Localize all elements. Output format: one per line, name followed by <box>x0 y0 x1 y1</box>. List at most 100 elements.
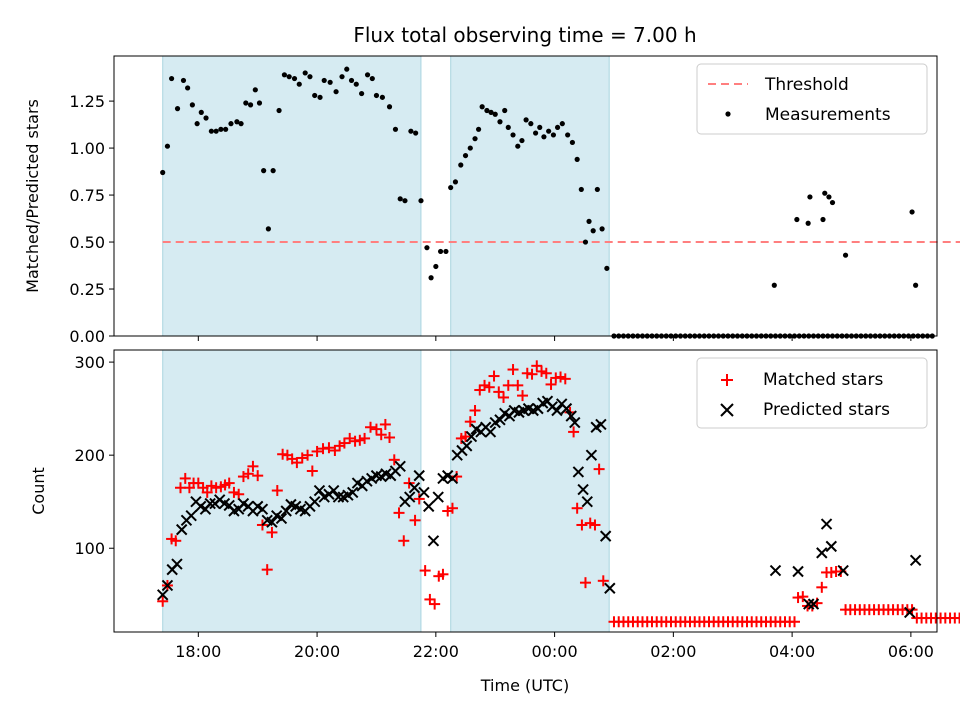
measurement-point <box>467 145 473 151</box>
predicted-star-point <box>769 564 782 577</box>
matched-star-point <box>205 480 217 492</box>
measurement-point <box>909 209 915 215</box>
predicted-star-point <box>903 606 916 619</box>
top-y-axis-label: Matched/Predicted stars <box>23 99 42 293</box>
bottom-shaded-bands <box>162 349 610 633</box>
matched-star-point <box>536 365 548 377</box>
matched-star-point <box>170 535 182 547</box>
matched-star-point <box>493 386 505 398</box>
matched-star-point <box>464 416 476 428</box>
measurement-point <box>180 77 187 84</box>
matched-star-point <box>446 502 458 514</box>
predicted-star-point <box>413 469 425 482</box>
measurement-point <box>546 128 552 134</box>
predicted-star-point <box>820 518 833 530</box>
predicted-star-point <box>175 523 188 536</box>
measurement-point <box>218 126 224 132</box>
matched-star-point <box>488 370 500 382</box>
matched-star-point <box>512 379 524 391</box>
x-tick-label: 20:00 <box>294 642 340 661</box>
measurement-point <box>174 106 181 112</box>
measurement-point <box>492 111 498 117</box>
matched-star-point <box>409 514 421 526</box>
predicted-star-point <box>595 418 607 431</box>
matched-star-point <box>816 581 828 593</box>
measurement-point <box>327 79 333 85</box>
predicted-star-point <box>599 530 612 542</box>
measurement-points <box>160 66 935 339</box>
predicted-star-point <box>266 516 278 528</box>
measurement-point <box>586 218 592 224</box>
measurement-point <box>307 74 313 80</box>
y-tick-label: 200 <box>74 446 105 465</box>
measurement-point <box>574 156 580 162</box>
predicted-star-point <box>581 495 593 508</box>
predicted-star-point <box>423 500 435 513</box>
measurement-point <box>550 132 557 138</box>
matched-star-point <box>306 465 318 477</box>
measurement-point <box>537 124 543 131</box>
matched-star-point <box>502 379 514 391</box>
matched-star-point <box>526 368 538 380</box>
matched-star-point <box>597 575 609 587</box>
measurement-point <box>213 128 219 134</box>
predicted-star-point <box>465 430 478 443</box>
measurement-point <box>448 184 454 191</box>
measurement-point <box>559 121 565 127</box>
measurement-point <box>256 100 263 106</box>
x-axis-label: Time (UTC) <box>480 676 569 695</box>
measurement-point <box>203 115 209 121</box>
measurement-point <box>590 228 596 234</box>
bottom-axes-frame <box>113 349 938 633</box>
x-tick-label: 18:00 <box>175 642 221 661</box>
measurement-point <box>198 109 204 115</box>
measurement-point <box>794 216 800 223</box>
predicted-star-point <box>327 484 340 497</box>
matched-star-point <box>483 381 495 393</box>
matched-star-point <box>228 486 240 498</box>
predicted-star-point <box>816 547 828 559</box>
y-tick-label: 1.25 <box>69 92 105 111</box>
top-legend: Threshold Measurements <box>696 63 928 135</box>
measurement-point <box>408 128 414 134</box>
measurement-point <box>433 263 439 270</box>
x-tick-label: 02:00 <box>650 642 696 661</box>
measurement-point <box>265 226 271 232</box>
matched-star-point <box>242 468 254 480</box>
bottom-legend-box <box>696 357 928 429</box>
matched-star-point <box>384 431 396 443</box>
measurement-point <box>462 152 469 159</box>
measurement-point <box>359 90 365 97</box>
matched-star-point <box>593 463 605 475</box>
predicted-star-point <box>604 582 616 594</box>
measurement-point <box>443 248 449 255</box>
measurement-point <box>807 194 813 200</box>
predicted-star-point <box>569 416 581 429</box>
measurement-point <box>913 282 919 288</box>
measurement-point <box>339 74 345 80</box>
measurement-point <box>189 102 195 108</box>
matched-star-point <box>379 418 391 430</box>
matched-star-point <box>157 595 169 607</box>
predicted-star-point <box>156 589 169 601</box>
measurement-point <box>502 107 508 114</box>
measurement-point <box>532 130 539 136</box>
matched-star-point <box>413 493 425 505</box>
measurement-point <box>554 124 561 131</box>
predicted-star-point <box>171 558 183 570</box>
measurement-point <box>252 87 258 93</box>
legend-predicted-label: Predicted stars <box>763 400 890 420</box>
matched-star-point <box>388 454 400 466</box>
matched-star-point <box>354 434 366 446</box>
measurement-point <box>475 126 482 132</box>
measurement-point <box>523 117 529 123</box>
measurement-point <box>822 190 828 196</box>
matched-star-point <box>359 432 371 444</box>
legend-matched-label: Matched stars <box>763 370 883 390</box>
measurement-point <box>458 162 464 168</box>
matched-star-point <box>398 535 410 547</box>
predicted-star-point <box>204 497 216 510</box>
measurement-point <box>599 226 605 232</box>
measurement-point <box>281 72 288 78</box>
